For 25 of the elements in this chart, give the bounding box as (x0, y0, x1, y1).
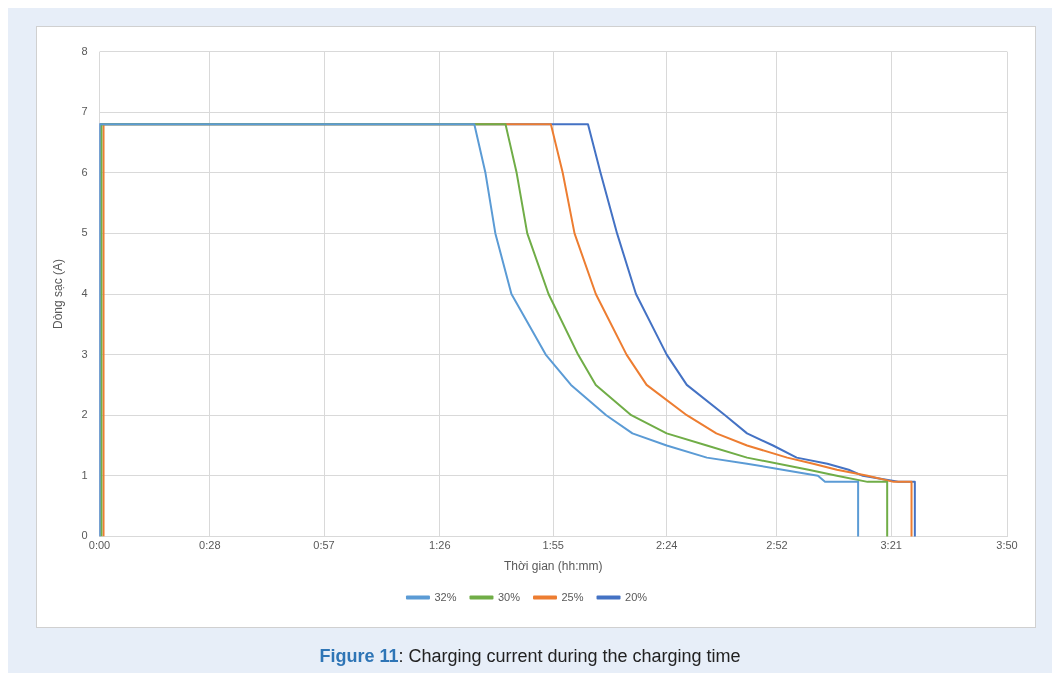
y-tick-label: 3 (81, 347, 88, 360)
x-tick-label: 1:26 (429, 539, 451, 552)
x-tick-label: 3:21 (880, 539, 902, 552)
legend-label: 25% (561, 590, 584, 603)
y-tick-label: 6 (81, 165, 88, 178)
x-tick-label: 3:50 (996, 539, 1018, 552)
caption: Figure 11: Charging current during the charging time (319, 646, 741, 666)
y-tick-label: 5 (81, 226, 88, 239)
legend-label: 30% (497, 590, 521, 603)
x-tick-label: 2:24 (655, 539, 678, 552)
y-tick-label: 1 (81, 468, 88, 481)
y-tick-label: 7 (81, 105, 88, 118)
x-tick-label: 0:57 (313, 539, 335, 552)
y-axis-title: Dòng sạc (A) (50, 258, 65, 330)
y-tick-label: 8 (81, 44, 88, 57)
y-tick-label: 0 (81, 529, 88, 542)
x-axis-title: Thời gian (hh:mm) (503, 559, 603, 574)
y-tick-label: 4 (81, 287, 88, 300)
legend-label: 20% (625, 590, 648, 603)
x-tick-label: 2:52 (766, 539, 788, 552)
legend-label: 32% (434, 590, 457, 603)
x-tick-label: 0:00 (88, 539, 111, 552)
y-tick-label: 2 (81, 408, 88, 421)
x-tick-label: 0:28 (199, 539, 221, 552)
x-tick-label: 1:55 (542, 539, 564, 552)
